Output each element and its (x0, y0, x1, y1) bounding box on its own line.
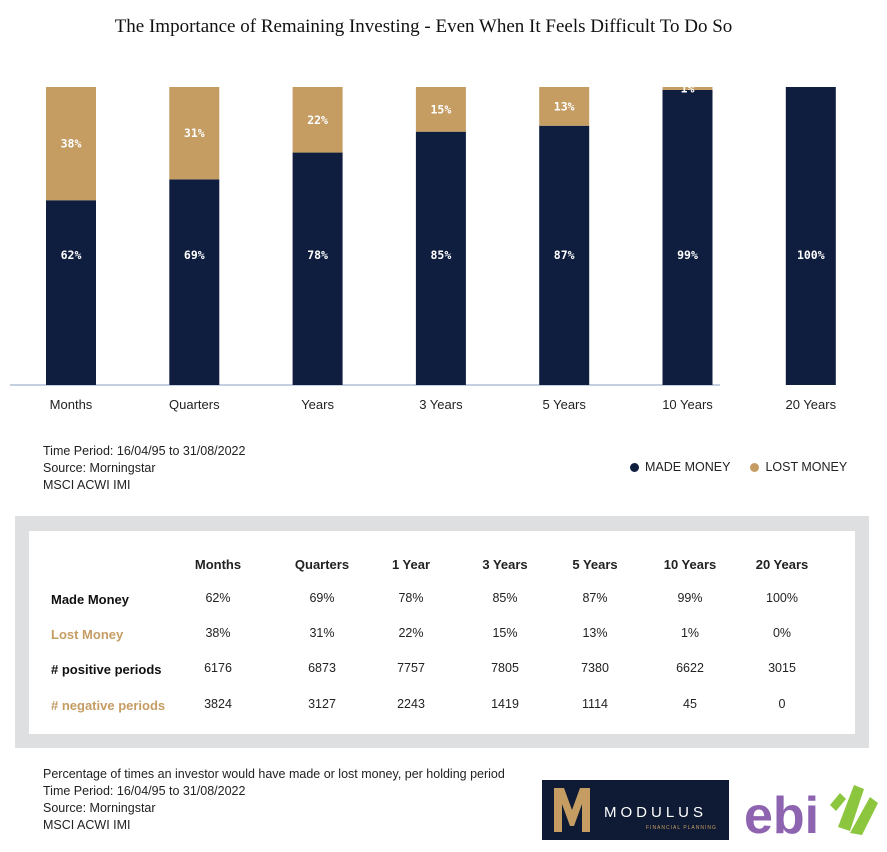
table-header: 3 Years (482, 557, 528, 572)
bar-lost-3-years (415, 87, 466, 132)
table-cell: 3824 (204, 697, 232, 711)
table-header: 5 Years (572, 557, 618, 572)
bar-lost-5-years (539, 87, 590, 126)
lost-data-label: 1% (681, 81, 695, 95)
lost-data-label: 38% (61, 137, 82, 151)
lost-data-label: 22% (307, 113, 328, 127)
modulus-logo-text: MODULUS (604, 804, 707, 821)
table-cell: 3015 (768, 661, 796, 675)
table-header: 1 Year (391, 557, 431, 572)
lost-data-label: 13% (554, 99, 575, 113)
legend-lost-money: LOST MONEY (750, 460, 847, 474)
source-note: Source: Morningstar (43, 461, 156, 475)
table-row-label: Made Money (51, 592, 130, 607)
bar-made-years (292, 152, 343, 385)
table-cell: 78% (398, 591, 424, 605)
made-data-label: 78% (307, 248, 328, 262)
modulus-logo: MODULUS FINANCIAL PLANNING (542, 780, 729, 840)
ebi-logo-text: ebi (744, 787, 819, 845)
lost-data-label: 31% (184, 126, 205, 140)
bar-lost-years (292, 87, 343, 153)
table-cell: 15% (492, 626, 518, 640)
footer-index: MSCI ACWI IMI (43, 818, 131, 832)
table-header: 20 Years (755, 557, 809, 572)
table-cell: 85% (492, 591, 518, 605)
table-cell: 69% (309, 591, 335, 605)
table-cell: 99% (677, 591, 703, 605)
table-cell: 3127 (308, 697, 336, 711)
x-tick-label: Quarters (169, 397, 220, 412)
bar-made-3-years (415, 131, 466, 385)
table-cell: 100% (766, 591, 798, 605)
bar-made-months (46, 200, 96, 385)
table-cell: 1114 (582, 697, 608, 711)
footer-description: Percentage of times an investor would ha… (43, 767, 505, 781)
table-row-label: # positive periods (51, 662, 162, 677)
table-row-label: # negative periods (51, 698, 166, 713)
made-data-label: 99% (677, 248, 698, 262)
table-cell: 7757 (397, 661, 425, 675)
table-cell: 1% (680, 626, 700, 640)
made-data-label: 62% (61, 248, 82, 262)
table-cell: 7380 (581, 661, 609, 675)
table-cell: 45 (683, 697, 697, 711)
table-header: Quarters (294, 557, 350, 572)
x-tick-label: 10 Years (662, 397, 713, 412)
table-cell: 13% (582, 626, 608, 640)
bar-lost-months (46, 87, 96, 201)
table-cell: 1419 (491, 697, 519, 711)
lost-money-swatch (750, 462, 760, 472)
made-data-label: 87% (554, 248, 575, 262)
x-tick-label: 5 Years (543, 397, 587, 412)
stacked-bar-chart: 62%38%69%31%78%22%85%15%87%13%99%1%100% … (10, 81, 837, 412)
table-cell: 0% (772, 626, 792, 640)
table-cell: 87% (582, 591, 608, 605)
bar-made-quarters (169, 179, 220, 385)
table-cell: 38% (205, 626, 231, 640)
bar-made-10-years (662, 89, 713, 385)
chart-title: The Importance of Remaining Investing - … (114, 16, 733, 37)
table-cell: 0 (778, 697, 786, 711)
table-cell: 62% (205, 591, 231, 605)
bar-lost-quarters (169, 87, 220, 180)
legend-made-money: MADE MONEY (630, 460, 730, 474)
made-data-label: 69% (184, 248, 205, 262)
table-cell: 6622 (676, 661, 704, 675)
made-money-swatch (630, 462, 639, 472)
table-cell: 7805 (491, 661, 519, 675)
table-cell: 2243 (397, 697, 425, 711)
ebi-logo: ebi (742, 775, 882, 845)
chart-notes: Time Period: 16/04/95 to 31/08/2022 Sour… (43, 443, 245, 494)
table-cell: 22% (398, 626, 424, 640)
time-period-note: Time Period: 16/04/95 to 31/08/2022 (43, 444, 246, 458)
footer-time-period: Time Period: 16/04/95 to 31/08/2022 (43, 784, 246, 798)
data-table (29, 531, 855, 734)
table-cell: 6873 (308, 661, 336, 675)
table-header: Months (194, 557, 242, 572)
chart-legend: MADE MONEY LOST MONEY (630, 460, 847, 474)
svg-text:FINANCIAL PLANNING: FINANCIAL PLANNING (646, 825, 717, 831)
table-cell: 31% (309, 626, 335, 640)
index-note: MSCI ACWI IMI (43, 478, 131, 492)
legend-lost-label: LOST MONEY (765, 460, 848, 474)
bar-made-5-years (539, 125, 590, 386)
lost-data-label: 15% (431, 102, 452, 116)
table-header: 10 Years (663, 557, 717, 572)
made-data-label: 100% (797, 248, 825, 262)
bar-made-20-years (785, 87, 836, 385)
footer-source: Source: Morningstar (43, 801, 156, 815)
made-data-label: 85% (431, 248, 452, 262)
legend-made-label: MADE MONEY (645, 460, 731, 474)
x-tick-label: Years (301, 397, 334, 412)
table-row-label: Lost Money (51, 627, 124, 642)
bar-lost-10-years (662, 87, 713, 90)
x-tick-label: Months (50, 397, 93, 412)
x-tick-label: 20 Years (785, 397, 836, 412)
footer-notes: Percentage of times an investor would ha… (43, 766, 505, 834)
x-tick-label: 3 Years (419, 397, 463, 412)
table-cell: 6176 (204, 661, 232, 675)
